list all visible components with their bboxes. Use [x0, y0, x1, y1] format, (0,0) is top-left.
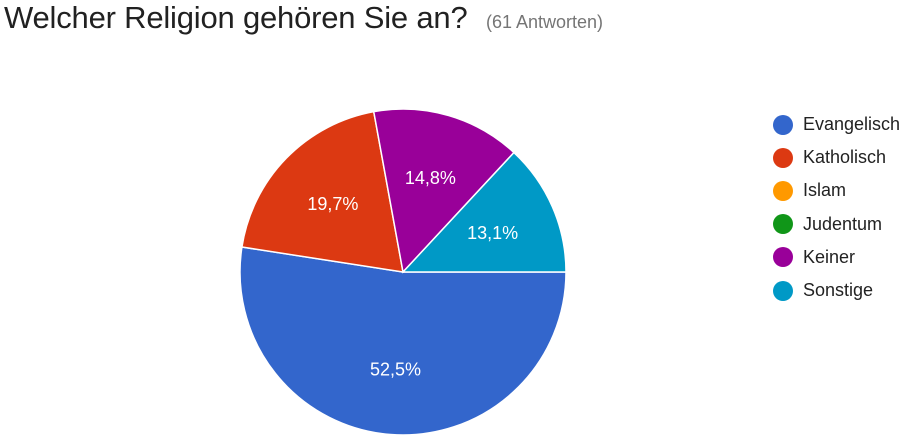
chart-title: Welcher Religion gehören Sie an? [4, 0, 468, 35]
pie-slice-sonstige [401, 151, 567, 273]
legend-item-sonstige: Sonstige [773, 274, 900, 307]
data-label-keiner: 14,8% [405, 168, 456, 188]
legend-label: Keiner [803, 246, 856, 267]
legend-item-judentum: Judentum [773, 208, 900, 241]
pie-slice-evangelisch [239, 246, 567, 436]
response-count: (61 Antworten) [485, 12, 604, 32]
data-label-evangelisch: 52,5% [370, 360, 421, 380]
legend-item-evangelisch: Evangelisch [773, 108, 900, 141]
legend-swatch [773, 247, 793, 268]
data-label-sonstige: 13,1% [467, 223, 518, 243]
legend-swatch [773, 214, 793, 235]
legend-label: Evangelisch [803, 114, 901, 135]
legend-swatch [773, 180, 793, 201]
legend-item-katholisch: Katholisch [773, 141, 900, 174]
legend-label: Judentum [803, 213, 883, 234]
legend-item-islam: Islam [773, 174, 900, 207]
title-row: Welcher Religion gehören Sie an? (61 Ant… [4, 0, 603, 44]
pie-slice-katholisch [241, 110, 404, 273]
pie-slice-keiner [372, 108, 515, 274]
legend-swatch [773, 280, 793, 301]
legend-label: Katholisch [803, 147, 887, 168]
legend-item-keiner: Keiner [773, 241, 900, 274]
legend-swatch [773, 147, 793, 168]
legend-label: Sonstige [803, 280, 874, 301]
legend-swatch [773, 114, 793, 135]
data-label-katholisch: 19,7% [307, 194, 358, 214]
legend: Evangelisch Katholisch Islam Judentum Keiner… [773, 108, 900, 307]
legend-label: Islam [803, 180, 847, 201]
